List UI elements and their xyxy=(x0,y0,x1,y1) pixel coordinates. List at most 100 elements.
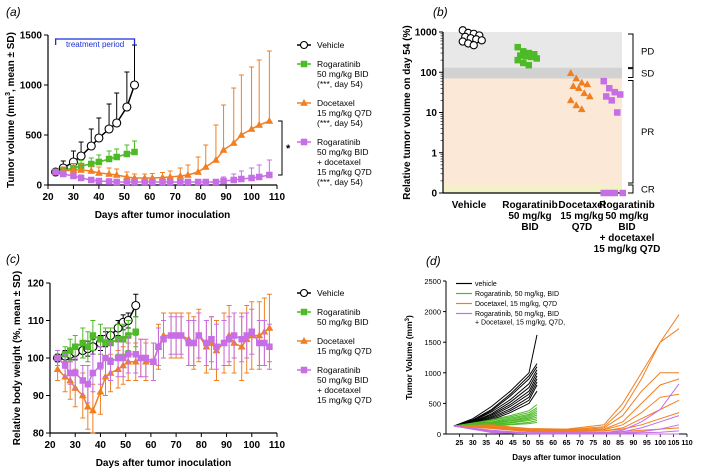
zone-cr xyxy=(443,185,622,193)
x-tick-label: 110 xyxy=(681,440,692,447)
x-tick-label: 105 xyxy=(668,440,680,447)
data-point xyxy=(122,102,132,112)
series-vehicle xyxy=(51,44,140,177)
data-point xyxy=(149,178,156,186)
legend-text: 15 mg/kg Q7D xyxy=(317,346,372,356)
x-tick-label: 20 xyxy=(42,192,54,203)
data-point xyxy=(190,339,198,347)
data-point xyxy=(131,178,138,186)
data-point xyxy=(105,169,113,177)
panel-d-individual-tumor-volume-chart: (d) 0 500 1000 1500 2000 2500 25 30 35 40 45 50 55 60 6… xyxy=(404,254,693,462)
y-tick-label: 1 xyxy=(431,148,437,159)
data-point xyxy=(70,172,77,180)
x-tick-label: 90 xyxy=(221,440,233,451)
data-point xyxy=(477,36,486,45)
legend-item-vehicle: vehicle xyxy=(456,281,497,288)
legend-text: (***, day 54) xyxy=(317,177,363,187)
legend-marker xyxy=(300,308,308,316)
treatment-period-bracket xyxy=(54,38,136,45)
data-point xyxy=(577,105,586,113)
y-tick-label: 1500 xyxy=(20,31,43,42)
data-point xyxy=(184,178,192,186)
data-point xyxy=(220,339,228,347)
x-tick-label: 45 xyxy=(509,440,517,447)
data-point xyxy=(107,358,114,365)
data-point xyxy=(184,170,192,178)
data-point xyxy=(611,189,618,197)
series-docetaxel xyxy=(51,50,274,181)
data-point xyxy=(606,85,613,92)
individual-animal-line xyxy=(453,415,680,434)
y-axis-label-main: Tumor Volume (mm xyxy=(404,321,414,400)
x-tick-label: 20 xyxy=(44,440,56,451)
y-tick-label: 500 xyxy=(25,131,42,142)
y-axis-label-tail: , mean ± SD) xyxy=(6,32,17,92)
data-point xyxy=(142,354,150,362)
legend-text: 50 mg/kg BID xyxy=(317,317,369,327)
data-point xyxy=(202,178,210,186)
data-point xyxy=(141,178,148,186)
legend-marker xyxy=(299,40,309,50)
data-point xyxy=(525,61,532,69)
data-point xyxy=(247,124,256,132)
data-point xyxy=(528,53,535,61)
x-tick-label: 95 xyxy=(643,440,651,447)
legend-marker xyxy=(299,288,309,298)
legend-text: vehicle xyxy=(475,281,497,288)
y-tick-label: 2500 xyxy=(424,277,441,286)
data-point xyxy=(84,343,92,350)
data-point xyxy=(580,89,589,97)
data-point xyxy=(194,167,202,175)
legend-item-rogaratinib: Rogaratinib, 50 mg/kg, BID xyxy=(456,291,559,298)
data-point xyxy=(112,118,122,128)
panel-label: (c) xyxy=(6,252,20,266)
data-point xyxy=(52,168,59,176)
data-point xyxy=(238,175,245,183)
x-tick-label: 40 xyxy=(496,440,504,447)
data-point xyxy=(238,336,245,343)
data-point xyxy=(266,343,273,350)
data-point xyxy=(66,347,74,354)
data-point xyxy=(220,177,227,185)
x-tick-label: 60 xyxy=(549,440,557,447)
category-label: Vehicle xyxy=(452,200,487,211)
x-axis-label: Days after tumor inoculation xyxy=(512,453,621,462)
y-axis-label-sup: 3 xyxy=(5,92,12,96)
x-tick-label: 30 xyxy=(70,440,82,451)
data-point xyxy=(97,362,104,369)
x-tick-label: 100 xyxy=(243,192,260,203)
y-tick-label: 100 xyxy=(27,354,44,365)
data-point xyxy=(600,77,607,85)
data-point xyxy=(619,189,626,197)
data-point xyxy=(89,369,97,377)
x-tick-label: 30 xyxy=(469,440,477,447)
data-point xyxy=(572,101,581,109)
y-axis-label: Tumor volume (mm3, mean ± SD) xyxy=(5,32,17,188)
x-tick-label: 70 xyxy=(170,192,182,203)
data-point xyxy=(102,354,109,362)
data-point xyxy=(230,176,237,184)
data-point xyxy=(255,120,264,128)
legend-text: + docetaxel xyxy=(317,157,361,167)
data-point xyxy=(572,74,581,82)
x-tick-label: 35 xyxy=(482,440,490,447)
data-point xyxy=(176,171,185,179)
y-tick-label: 90 xyxy=(33,391,45,402)
legend-marker xyxy=(300,138,308,146)
legend-text: + Docetaxel, 15 mg/kg, Q7D, xyxy=(475,320,565,327)
data-point xyxy=(84,381,92,388)
data-point xyxy=(119,354,127,362)
zone-label: SD xyxy=(641,69,654,80)
y-tick-label: 0 xyxy=(36,181,42,192)
x-axis-label: Days after tumor inoculation xyxy=(96,458,232,469)
y-axis-label: Relative body weight (%, mean ± SD) xyxy=(12,271,23,445)
legend-text: Rogaratinib xyxy=(317,137,361,147)
category-label: 50 mg/kg xyxy=(508,211,551,222)
data-point xyxy=(95,168,103,176)
data-point xyxy=(112,170,121,178)
data-point xyxy=(71,369,79,377)
data-point xyxy=(533,55,540,62)
